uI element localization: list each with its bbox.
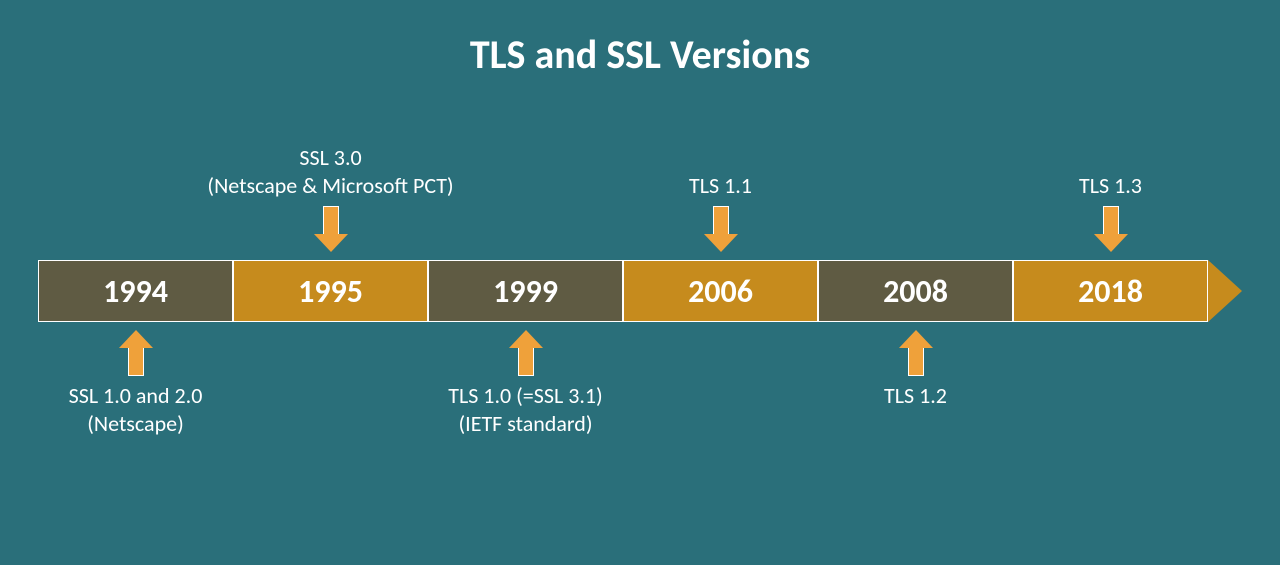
- timeline-segment-1994: 1994: [38, 260, 233, 322]
- timeline-segment-2018: 2018: [1013, 260, 1208, 322]
- label-tls-1-3: TLS 1.3: [1079, 172, 1142, 200]
- label-ssl-1-2: SSL 1.0 and 2.0(Netscape): [69, 382, 203, 438]
- label-tls-1-2: TLS 1.2: [884, 382, 947, 410]
- page-title: TLS and SSL Versions: [0, 30, 1280, 79]
- label-ssl-3: SSL 3.0(Netscape & Microsoft PCT): [207, 144, 453, 200]
- timeline-segment-1995: 1995: [233, 260, 428, 322]
- timeline: 199419951999200620082018: [38, 260, 1242, 322]
- timeline-arrowhead-icon: [1208, 260, 1242, 322]
- timeline-segment-1999: 1999: [428, 260, 623, 322]
- label-tls-1-0: TLS 1.0 (=SSL 3.1)(IETF standard): [448, 382, 602, 438]
- timeline-segment-2008: 2008: [818, 260, 1013, 322]
- timeline-segment-2006: 2006: [623, 260, 818, 322]
- label-tls-1-1: TLS 1.1: [689, 172, 752, 200]
